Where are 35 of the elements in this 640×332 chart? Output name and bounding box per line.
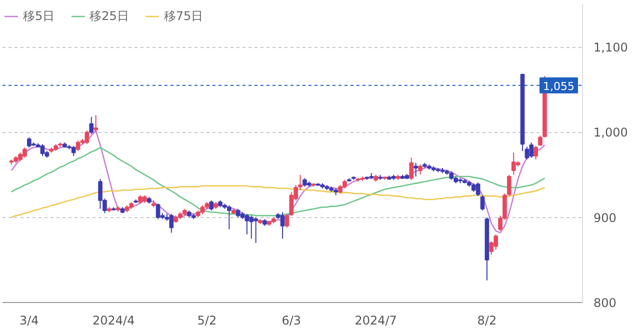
candlestick [280, 212, 285, 240]
legend-label: 移5日 [23, 8, 55, 24]
legend-label: 移75日 [164, 8, 204, 24]
candlestick [94, 114, 98, 133]
x-tick-label: 3/4 [20, 314, 39, 328]
y-tick-label: 800 [594, 296, 616, 310]
candlestick [524, 146, 530, 160]
candlestick [40, 144, 45, 157]
candlestick [84, 130, 90, 145]
x-tick-label: 2024/4 [92, 314, 135, 328]
candlestick [414, 162, 418, 177]
candlestick [71, 145, 76, 157]
candlestick [89, 116, 94, 134]
candlestick [76, 140, 80, 152]
x-tick-label: 8/2 [477, 314, 497, 328]
x-tick-label: 5/2 [197, 314, 217, 328]
candlestick [534, 145, 538, 160]
y-tick-label: 1,100 [594, 40, 628, 55]
candlestick [529, 142, 534, 158]
candlestick [249, 215, 254, 240]
ref-line-label: 1,055 [543, 80, 575, 93]
y-tick-label: 1,000 [594, 126, 628, 140]
candlestick [511, 152, 516, 176]
y-tick-label: 900 [594, 210, 616, 225]
candlestick [156, 203, 160, 220]
candlestick [418, 164, 422, 176]
candlestick [244, 213, 250, 235]
candlestick [476, 182, 480, 197]
candlestick [209, 200, 214, 212]
x-tick-label: 2024/7 [354, 314, 397, 328]
candlestick [480, 194, 485, 212]
legend-label: 移25日 [90, 8, 129, 24]
candlestick [169, 213, 174, 234]
candlestick [409, 157, 414, 180]
x-tick-label: 6/3 [282, 314, 302, 328]
